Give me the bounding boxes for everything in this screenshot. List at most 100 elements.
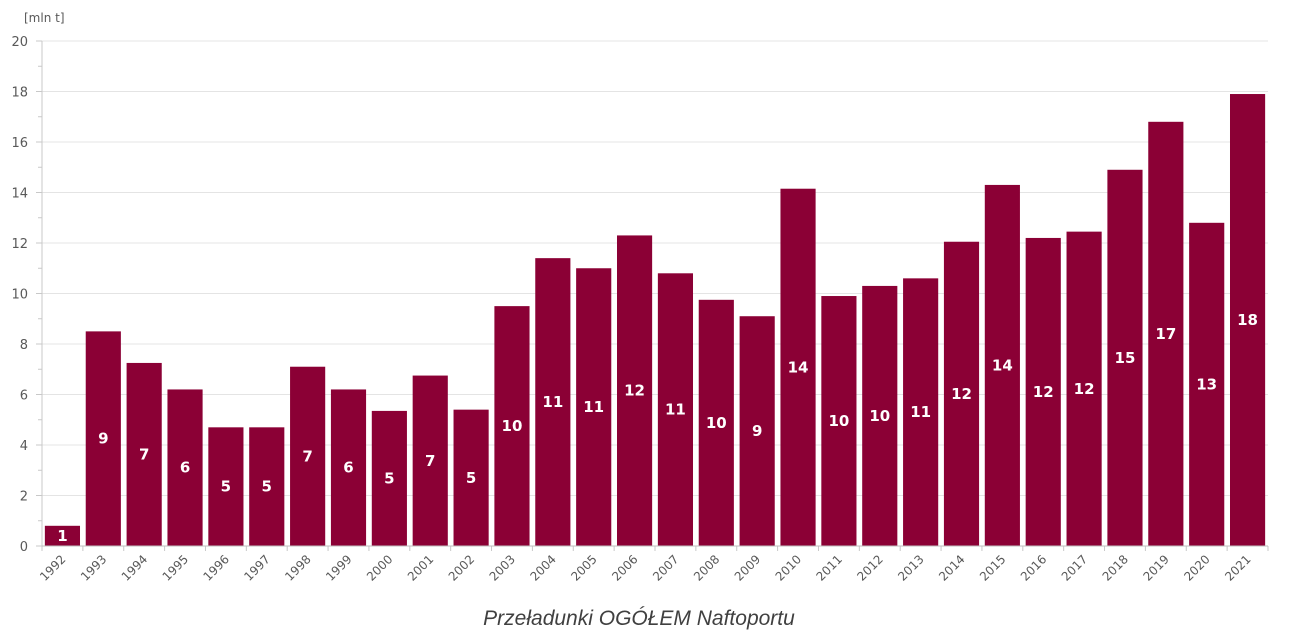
y-tick-label: 4	[20, 439, 28, 454]
bar	[1148, 121, 1184, 547]
bar	[1066, 231, 1102, 546]
bar-value-label: 10	[706, 414, 727, 432]
x-tick-label: 1993	[78, 552, 109, 583]
bar-value-label: 15	[1115, 349, 1136, 367]
bar-value-label: 18	[1237, 311, 1258, 329]
x-tick-label: 1996	[201, 552, 232, 583]
bar-value-label: 9	[98, 430, 108, 448]
bar-value-label: 1	[57, 527, 67, 545]
bar-value-label: 12	[951, 385, 972, 403]
bar	[576, 268, 612, 546]
x-tick-label: 2012	[854, 552, 885, 583]
bars	[44, 94, 1266, 547]
x-tick-label: 2015	[977, 552, 1008, 583]
bar	[453, 409, 489, 546]
x-tick-label: 2003	[487, 552, 518, 583]
chart-caption: Przeładunki OGÓŁEM Naftoportu	[483, 607, 795, 630]
x-tick-label: 2001	[405, 552, 436, 583]
bar-value-label: 6	[180, 459, 190, 477]
bar	[371, 410, 407, 546]
x-tick-label: 1992	[37, 552, 68, 583]
x-tick-label: 2005	[568, 552, 599, 583]
x-tick-label: 2008	[691, 552, 722, 583]
bar	[167, 389, 203, 546]
bar	[1229, 94, 1266, 547]
y-tick-label: 6	[20, 389, 28, 404]
y-tick-label: 20	[11, 35, 28, 50]
y-unit-label: [mln t]	[24, 11, 65, 25]
bar-value-label: 5	[262, 478, 272, 496]
bar-value-label: 12	[1074, 380, 1095, 398]
bar-value-label: 11	[910, 403, 931, 421]
y-tick-label: 0	[20, 540, 28, 555]
x-tick-label: 2002	[446, 552, 477, 583]
x-tick-label: 2017	[1059, 552, 1090, 583]
bar-value-label: 5	[221, 478, 231, 496]
bar	[330, 389, 367, 546]
bar	[44, 525, 81, 546]
x-axis: 1992 1993 1994 1995 1996 1997 1998 1999 2000 2001…	[37, 545, 1269, 584]
bar-value-label: 5	[466, 469, 476, 487]
bar	[780, 188, 816, 546]
bar-value-label: 7	[425, 452, 435, 470]
bar	[943, 241, 980, 547]
bar-value-label: 12	[624, 382, 645, 400]
x-tick-label: 1999	[323, 552, 354, 583]
x-tick-label: 2009	[732, 552, 763, 583]
bar	[126, 362, 162, 546]
y-tick-label: 10	[11, 288, 28, 303]
bar	[862, 285, 898, 546]
bar-value-label: 14	[788, 358, 809, 376]
bar-value-label: 17	[1155, 325, 1176, 343]
bar-value-label: 10	[502, 417, 523, 435]
x-tick-label: 1994	[119, 552, 150, 583]
bar	[85, 331, 121, 546]
y-tick-label: 14	[11, 187, 28, 202]
bar	[1025, 237, 1061, 546]
bar-value-label: 11	[665, 401, 686, 419]
bar	[1107, 169, 1143, 546]
bar-value-label: 10	[828, 412, 849, 430]
bar	[616, 235, 653, 547]
x-tick-label: 1998	[282, 552, 313, 583]
y-tick-label: 12	[11, 237, 28, 252]
y-tick-label: 16	[11, 136, 28, 151]
bar-value-label: 7	[139, 445, 149, 463]
bar	[984, 184, 1020, 547]
bar	[412, 375, 448, 546]
x-tick-label: 2010	[773, 552, 804, 583]
x-tick-label: 2013	[895, 552, 926, 583]
bar	[821, 296, 857, 546]
bar-labels: 1 9 7 6 5 5 7 6 5 7 5 10 11 11 12 11 10 9 14 10 10 11 12 14 12 12…	[57, 311, 1258, 545]
bar	[657, 273, 694, 546]
x-tick-label: 2018	[1100, 552, 1131, 583]
x-tick-label: 1997	[241, 552, 272, 583]
bar-value-label: 5	[384, 469, 394, 487]
bar-value-label: 6	[343, 459, 353, 477]
bar-value-label: 11	[542, 393, 563, 411]
bar	[494, 306, 530, 546]
x-tick-label: 2021	[1222, 552, 1253, 583]
y-axis: 0 2 4 6 8 10 12 14 16 18 20	[11, 35, 43, 555]
bar	[698, 299, 734, 546]
bar-value-label: 11	[583, 398, 604, 416]
bar-value-label: 12	[1033, 383, 1054, 401]
bar-value-label: 10	[869, 407, 890, 425]
x-tick-label: 2011	[814, 552, 845, 583]
x-tick-label: 2019	[1140, 552, 1171, 583]
x-tick-label: 2016	[1018, 552, 1049, 583]
bar-value-label: 9	[752, 422, 762, 440]
bar	[290, 366, 326, 546]
y-tick-label: 2	[20, 490, 28, 505]
bar	[1189, 222, 1225, 547]
bar-value-label: 7	[302, 447, 312, 465]
x-tick-label: 1995	[160, 552, 191, 583]
x-tick-label: 2000	[364, 552, 395, 583]
bar	[208, 427, 244, 546]
bar	[249, 427, 285, 546]
x-tick-label: 2007	[650, 552, 681, 583]
bar-value-label: 14	[992, 356, 1013, 374]
x-tick-label: 2020	[1181, 552, 1212, 583]
